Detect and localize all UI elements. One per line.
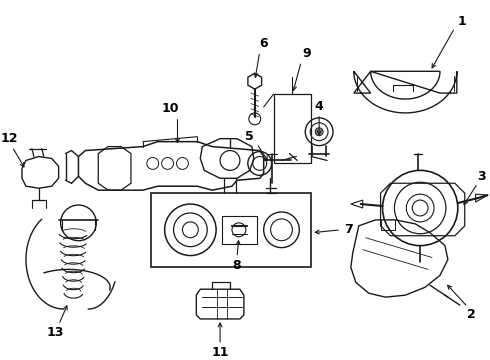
Text: 11: 11	[211, 346, 229, 359]
Bar	[151, 193, 311, 267]
Text: 12: 12	[0, 132, 18, 145]
Text: 3: 3	[477, 170, 486, 183]
Text: 7: 7	[344, 223, 353, 236]
Bar	[273, 94, 311, 163]
Text: 1: 1	[457, 15, 466, 28]
Text: 13: 13	[47, 326, 64, 339]
Text: 6: 6	[259, 37, 268, 50]
Text: 2: 2	[467, 309, 476, 321]
Text: 8: 8	[233, 259, 241, 272]
Text: 9: 9	[302, 47, 311, 60]
Text: 5: 5	[245, 130, 254, 143]
Circle shape	[315, 128, 323, 136]
Text: 10: 10	[162, 103, 179, 116]
Text: 4: 4	[315, 100, 323, 113]
